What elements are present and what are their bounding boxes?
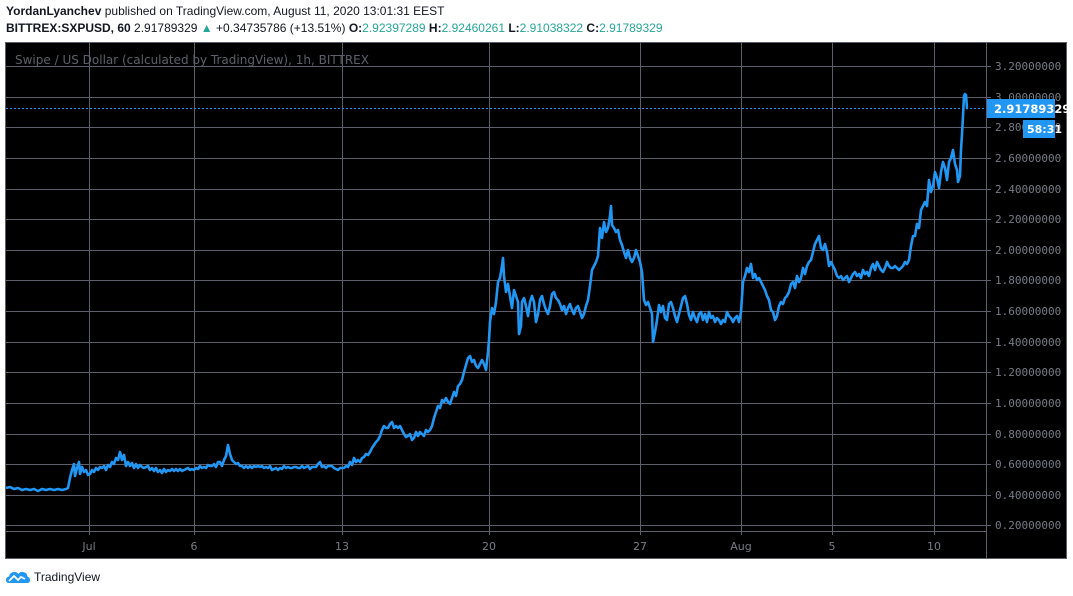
open-label: O: xyxy=(348,21,363,35)
y-tick-label: 1.80000000 xyxy=(995,274,1061,287)
open-value: 2.92397289 xyxy=(362,21,426,35)
high-label: H: xyxy=(428,21,442,35)
x-tick-label: Aug xyxy=(730,540,751,553)
x-tick-label: 13 xyxy=(335,540,349,553)
x-tick-label: 10 xyxy=(927,540,941,553)
x-tick-label: 5 xyxy=(829,540,836,553)
y-tick-label: 0.80000000 xyxy=(995,428,1061,441)
x-tick-label: 27 xyxy=(633,540,647,553)
x-tick-label: 20 xyxy=(482,540,496,553)
low-label: L: xyxy=(508,21,520,35)
x-tick-label: Jul xyxy=(81,540,95,553)
price-series-line[interactable] xyxy=(5,92,969,493)
y-tick-label: 2.40000000 xyxy=(995,183,1061,196)
tradingview-logo-icon xyxy=(6,571,30,583)
tradingview-brand-text: TradingView xyxy=(34,570,101,584)
symbol-name: BITTREX:SXPUSD, 60 xyxy=(6,21,131,35)
last-price: 2.91789329 xyxy=(134,21,198,35)
symbol-info-bar: BITTREX:SXPUSD, 60 2.91789329 ▲ +0.34735… xyxy=(6,21,663,35)
y-tick-label: 0.60000000 xyxy=(995,458,1061,471)
price-axis-ticks xyxy=(986,66,991,526)
publish-info: YordanLyanchev published on TradingView.… xyxy=(6,4,445,18)
countdown-tag: 58:31 xyxy=(1023,120,1062,138)
y-tick-label: 1.20000000 xyxy=(995,366,1061,379)
y-tick-label: 1.00000000 xyxy=(995,397,1061,410)
y-tick-label: 1.60000000 xyxy=(995,305,1061,318)
y-tick-label: 0.20000000 xyxy=(995,519,1061,532)
grid xyxy=(6,43,1066,532)
chart-legend: Swipe / US Dollar (calculated by Trading… xyxy=(15,53,369,67)
low-value: 2.91038322 xyxy=(519,21,584,35)
price-change: +0.34735786 (+13.51%) xyxy=(216,21,346,35)
y-tick-label: 2.20000000 xyxy=(995,213,1061,226)
y-tick-label: 0.40000000 xyxy=(995,489,1061,502)
footer-brand[interactable]: TradingView xyxy=(6,569,100,585)
high-value: 2.92460261 xyxy=(441,21,505,35)
y-tick-label: 1.40000000 xyxy=(995,336,1061,349)
author-name[interactable]: YordanLyanchev xyxy=(6,4,102,18)
y-tick-label: 2.00000000 xyxy=(995,244,1061,257)
last-price-tag: 2.91789329 xyxy=(987,99,1070,118)
countdown-text: 58:31 xyxy=(1027,123,1062,136)
close-value: 2.91789329 xyxy=(599,21,663,35)
up-arrow-icon: ▲ xyxy=(200,21,213,35)
price-axis[interactable] xyxy=(986,42,1067,559)
time-axis[interactable]: Jul 6 13 20 27 Aug 5 10 xyxy=(81,531,987,558)
y-tick-label: 2.60000000 xyxy=(995,152,1061,165)
published-text: published on TradingView.com, August 11,… xyxy=(104,4,445,18)
x-tick-label: 6 xyxy=(191,540,198,553)
y-tick-label: 3.20000000 xyxy=(995,60,1061,73)
last-price-tag-text: 2.91789329 xyxy=(994,102,1070,116)
close-label: C: xyxy=(586,21,600,35)
